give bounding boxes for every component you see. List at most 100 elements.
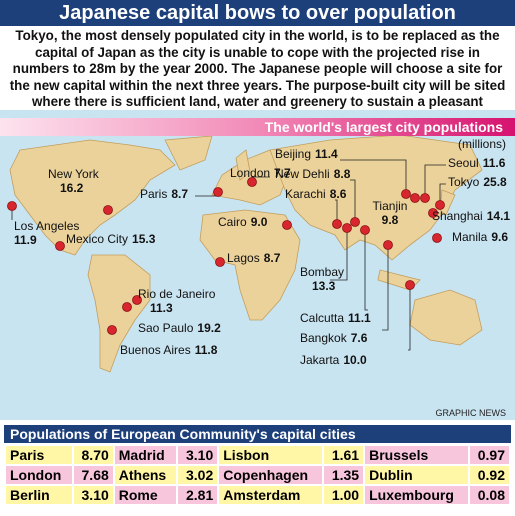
city-value: 10.0 bbox=[343, 353, 367, 367]
city-value: 7.6 bbox=[351, 331, 368, 345]
city-label: Jakarta 10.0 bbox=[300, 353, 367, 367]
title: Japanese capital bows to over population bbox=[0, 0, 515, 26]
city-label: Mexico City 15.3 bbox=[66, 232, 156, 246]
city-dot bbox=[350, 217, 360, 227]
city-dot bbox=[247, 177, 257, 187]
capital-name: Athens bbox=[114, 466, 177, 484]
city-label: Tokyo 25.8 bbox=[448, 175, 507, 189]
capital-name: Paris bbox=[6, 446, 72, 464]
capital-population: 0.92 bbox=[469, 466, 509, 484]
city-label: Manila 9.6 bbox=[452, 230, 508, 244]
leader-line bbox=[364, 230, 368, 311]
city-name: Cairo bbox=[218, 215, 247, 229]
city-dot bbox=[420, 193, 430, 203]
capital-population: 1.00 bbox=[324, 486, 364, 504]
map-title-bar bbox=[0, 118, 515, 136]
city-dot bbox=[410, 193, 420, 203]
city-value: 11.4 bbox=[315, 147, 338, 161]
city-label: Calcutta 11.1 bbox=[300, 311, 371, 325]
city-name: New Dehli bbox=[275, 167, 330, 181]
capitals-table: Paris 8.70 Madrid 3.10 Lisbon 1.61 Brussels 0.9… bbox=[4, 444, 511, 506]
capital-name: Amsterdam bbox=[219, 486, 323, 504]
continents bbox=[9, 134, 483, 373]
city-dot bbox=[122, 302, 132, 312]
city-name: Los Angeles bbox=[14, 219, 79, 233]
capital-name: Brussels bbox=[365, 446, 468, 464]
city-dot bbox=[360, 225, 370, 235]
city-name: Jakarta bbox=[300, 353, 340, 367]
table-title: Populations of European Community's capi… bbox=[4, 425, 511, 443]
city-dot bbox=[405, 280, 415, 290]
unit-label: (millions) bbox=[458, 137, 506, 151]
city-label: Bangkok 7.6 bbox=[300, 331, 368, 345]
city-value: 9.6 bbox=[491, 230, 508, 244]
city-dot bbox=[432, 233, 442, 243]
leader-line bbox=[350, 179, 356, 222]
city-dot bbox=[428, 208, 438, 218]
city-name: New York bbox=[48, 167, 100, 181]
capital-population: 1.61 bbox=[324, 446, 364, 464]
city-dot bbox=[282, 220, 292, 230]
city-name: Karachi bbox=[285, 187, 326, 201]
table-row: Berlin 3.10 Rome 2.81 Amsterdam 1.00 Luxembour… bbox=[6, 486, 509, 504]
city-name: Lagos bbox=[227, 251, 260, 265]
city-label: Buenos Aires 11.8 bbox=[120, 343, 218, 357]
city-name: London bbox=[230, 166, 270, 180]
city-name: Bangkok bbox=[300, 331, 348, 345]
city-value: 25.8 bbox=[483, 175, 507, 189]
city-value: 9.0 bbox=[251, 215, 268, 229]
city-value: 11.6 bbox=[483, 156, 506, 170]
city-dot bbox=[332, 219, 342, 229]
leader-line bbox=[335, 199, 338, 224]
city-label: Cairo 9.0 bbox=[218, 215, 268, 229]
city-dot bbox=[7, 201, 17, 211]
city-label: Shanghai 14.1 bbox=[432, 209, 510, 223]
city-dot bbox=[342, 223, 352, 233]
capital-population: 8.70 bbox=[73, 446, 113, 464]
city-value: 11.9 bbox=[14, 233, 37, 247]
city-name: Seoul bbox=[448, 156, 479, 170]
table-row: London 7.68 Athens 3.02 Copenhagen 1.35 Dublin… bbox=[6, 466, 509, 484]
capital-name: Madrid bbox=[114, 446, 177, 464]
city-name: Buenos Aires bbox=[120, 343, 191, 357]
table-row: Paris 8.70 Madrid 3.10 Lisbon 1.61 Brussels 0.9… bbox=[6, 446, 509, 464]
city-name: Shanghai bbox=[432, 209, 483, 223]
capital-name: London bbox=[6, 466, 72, 484]
capital-population: 3.10 bbox=[73, 486, 113, 504]
city-name: Paris bbox=[140, 187, 167, 201]
city-name: Rio de Janeiro bbox=[138, 287, 216, 301]
city-label: New Dehli 8.8 bbox=[275, 167, 351, 181]
city-dot bbox=[435, 200, 445, 210]
city-dot bbox=[55, 241, 65, 251]
city-value: 11.3 bbox=[150, 301, 173, 315]
city-value: 15.3 bbox=[132, 232, 156, 246]
city-label: London 7.7 bbox=[230, 166, 291, 180]
credit: GRAPHIC NEWS bbox=[435, 408, 506, 418]
capital-population: 0.97 bbox=[469, 446, 509, 464]
city-value: 7.7 bbox=[274, 166, 291, 180]
world-map: The world's largest city populations (mi… bbox=[0, 110, 515, 420]
city-dot bbox=[132, 295, 142, 305]
city-dot bbox=[103, 205, 113, 215]
capital-population: 3.10 bbox=[178, 446, 218, 464]
capital-name: Lisbon bbox=[219, 446, 323, 464]
city-value: 8.7 bbox=[264, 251, 281, 265]
leader-line bbox=[330, 228, 348, 281]
capital-name: Copenhagen bbox=[219, 466, 323, 484]
city-name: Tokyo bbox=[448, 175, 480, 189]
city-label: Lagos 8.7 bbox=[227, 251, 281, 265]
capital-name: Dublin bbox=[365, 466, 468, 484]
leader-line bbox=[439, 183, 446, 205]
city-label: Seoul 11.6 bbox=[448, 156, 506, 170]
city-name: Manila bbox=[452, 230, 488, 244]
leader-line bbox=[382, 245, 389, 331]
city-value: 19.2 bbox=[197, 321, 221, 335]
capital-name: Luxembourg bbox=[365, 486, 468, 504]
leader-line bbox=[408, 285, 411, 351]
city-value: 13.3 bbox=[312, 279, 336, 293]
capital-population: 2.81 bbox=[178, 486, 218, 504]
capital-population: 3.02 bbox=[178, 466, 218, 484]
city-name: Bombay bbox=[300, 265, 344, 279]
